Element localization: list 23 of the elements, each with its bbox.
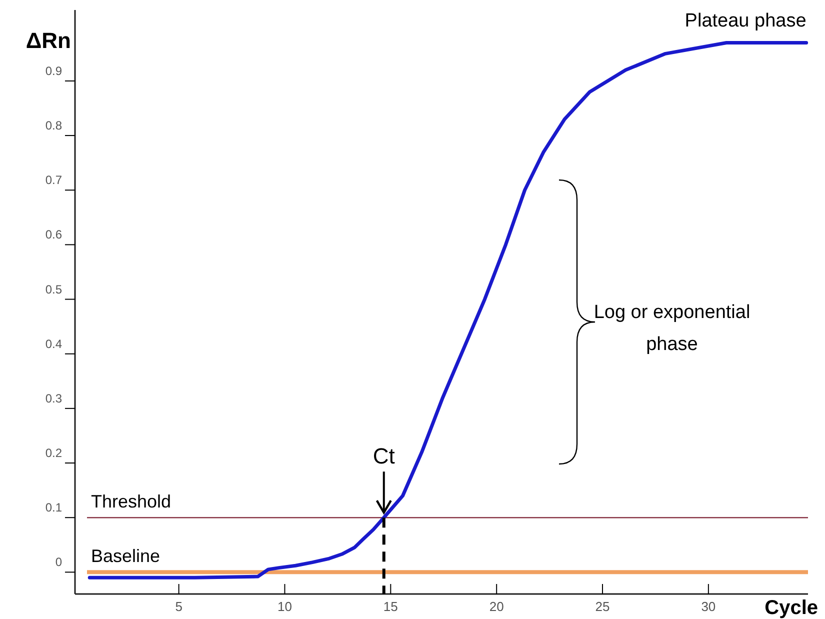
y-tick-label: 0.2	[45, 446, 62, 460]
y-tick-label: 0.6	[45, 228, 62, 242]
annotation: Ct	[372, 444, 395, 469]
annotation: Log or exponential phase	[594, 302, 750, 355]
y-tick-label: 0.4	[45, 336, 62, 351]
x-tick-label: 30	[701, 599, 716, 614]
y-tick-label: 0.7	[45, 173, 62, 188]
y-tick-label: 0.8	[45, 118, 62, 133]
y-tick-label: 0.5	[45, 282, 62, 296]
x-tick-label: 5	[175, 599, 182, 614]
ref-line-label: Baseline	[91, 546, 160, 566]
x-tick-label: 10	[277, 599, 292, 614]
ref-line-label: Threshold	[91, 492, 172, 512]
y-tick-label: 0.9	[45, 64, 62, 78]
x-tick-label: 15	[383, 599, 398, 614]
x-axis-title: Cycle	[764, 597, 818, 619]
y-tick-label: 0.3	[45, 391, 62, 406]
annotation: Plateau phase	[684, 10, 806, 32]
y-axis-title: ΔRn	[26, 28, 71, 53]
x-tick-label: 25	[595, 599, 610, 614]
y-tick-label: 0	[55, 555, 62, 570]
y-tick-label: 0.1	[45, 500, 62, 515]
x-tick-label: 20	[489, 599, 504, 614]
